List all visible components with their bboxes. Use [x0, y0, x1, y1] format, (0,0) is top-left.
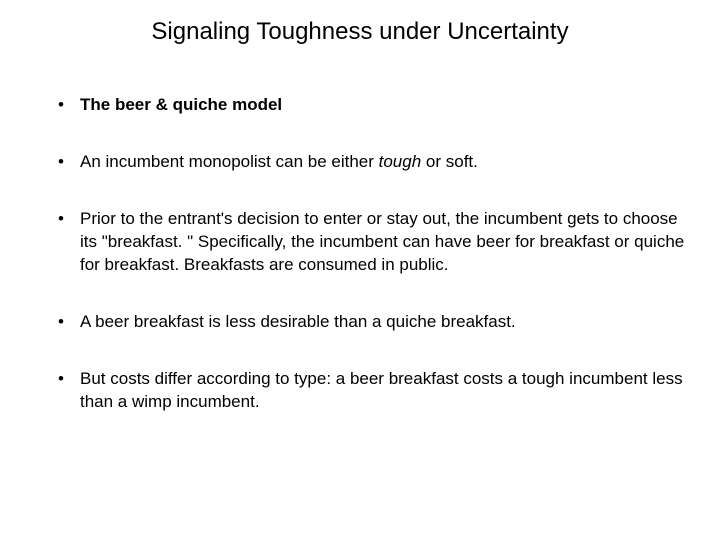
bullet-text-bold: The beer & quiche model — [80, 95, 282, 114]
bullet-text-prefix: Prior to the entrant's decision to enter… — [80, 209, 684, 274]
bullet-text-suffix: or soft. — [421, 152, 478, 171]
bullet-text-italic: tough — [379, 152, 422, 171]
bullet-item: The beer & quiche model — [58, 94, 690, 117]
bullet-item: But costs differ according to type: a be… — [58, 368, 690, 414]
bullet-item: A beer breakfast is less desirable than … — [58, 311, 690, 334]
bullet-item: An incumbent monopolist can be either to… — [58, 151, 690, 174]
bullet-text-prefix: A beer breakfast is less desirable than … — [80, 312, 516, 331]
bullet-item: Prior to the entrant's decision to enter… — [58, 208, 690, 277]
slide-title: Signaling Toughness under Uncertainty — [30, 18, 690, 46]
bullet-list: The beer & quiche model An incumbent mon… — [30, 94, 690, 414]
bullet-text-prefix: But costs differ according to type: a be… — [80, 369, 683, 411]
bullet-text-prefix: An incumbent monopolist can be either — [80, 152, 379, 171]
